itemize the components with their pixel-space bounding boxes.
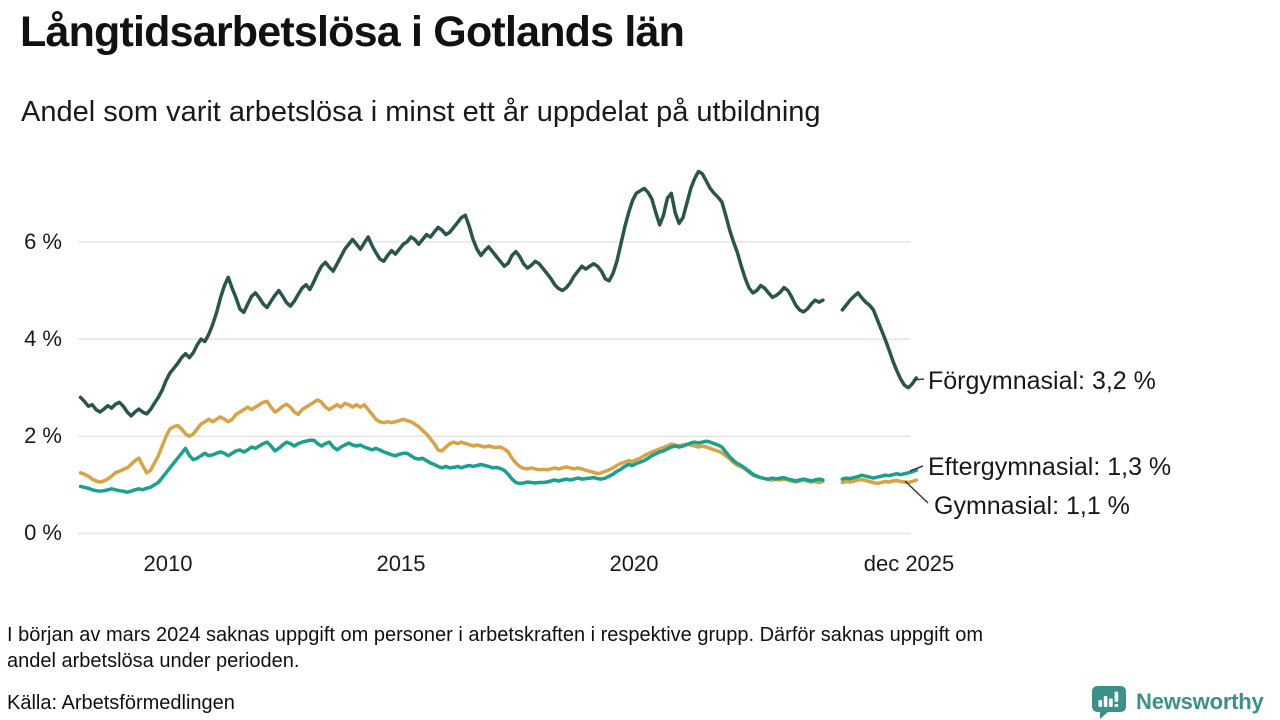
newsworthy-logo-icon	[1092, 686, 1126, 719]
label-leader-line	[912, 378, 925, 381]
page-title: Långtidsarbetslösa i Gotlands län	[20, 8, 685, 56]
x-axis-tick: 2015	[376, 551, 426, 576]
series-end-label-eftergymnasial: Eftergymnasial: 1,3 %	[928, 453, 1172, 481]
footnote: I början av mars 2024 saknas uppgift om …	[7, 622, 1257, 674]
y-axis-tick: 4 %	[24, 326, 62, 351]
series-line-eftergymnasial	[78, 438, 918, 494]
newsworthy-logo-text: Newsworthy	[1136, 688, 1264, 714]
label-leader-line	[909, 465, 924, 472]
page-subtitle: Andel som varit arbetslösa i minst ett å…	[21, 96, 821, 128]
y-axis-tick: 2 %	[24, 423, 62, 448]
series-line-förgymnasial	[78, 169, 918, 418]
x-axis-tick: 2020	[609, 551, 659, 576]
label-leader-line	[904, 480, 929, 504]
x-axis-tick: dec 2025	[863, 551, 955, 576]
series-end-label-forgymnasial: Förgymnasial: 3,2 %	[928, 367, 1156, 395]
series-end-label-gymnasial: Gymnasial: 1,1 %	[934, 492, 1130, 520]
y-axis-tick: 0 %	[24, 520, 62, 545]
footnote-line-1: I början av mars 2024 saknas uppgift om …	[7, 624, 984, 646]
series-line-gymnasial	[78, 398, 918, 486]
x-axis-tick: 2010	[143, 551, 193, 576]
y-axis-tick: 6 %	[24, 229, 62, 254]
newsworthy-logo: Newsworthy	[1090, 684, 1264, 719]
footnote-line-2: andel arbetslösa under perioden.	[7, 650, 300, 672]
source-note: Källa: Arbetsförmedlingen	[7, 692, 235, 714]
